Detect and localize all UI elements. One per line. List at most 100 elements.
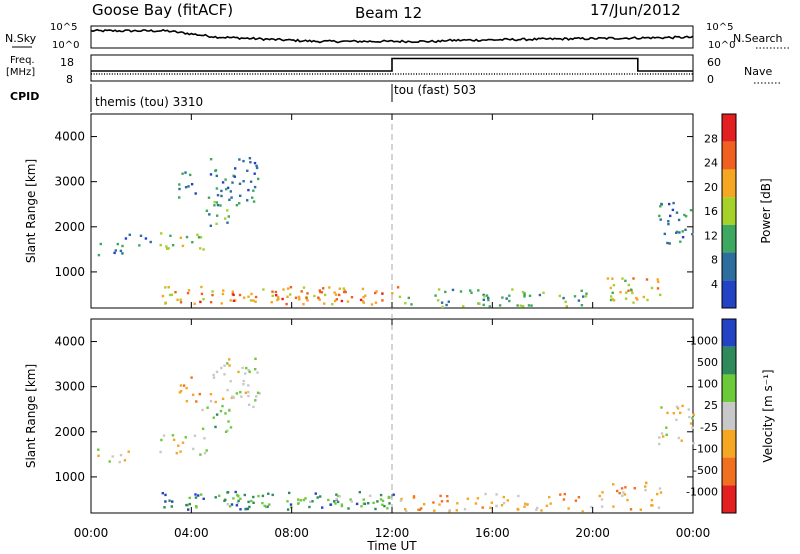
velocity-cell xyxy=(289,503,293,506)
velocity-cell xyxy=(175,451,178,455)
power-cell xyxy=(229,299,232,302)
velocity-cell xyxy=(506,499,509,502)
time-tick-label: 08:00 xyxy=(274,526,309,540)
power-cell xyxy=(624,279,627,282)
power-cell xyxy=(249,180,253,183)
power-cell xyxy=(338,293,341,297)
power-cell xyxy=(627,283,630,287)
velocity-cell xyxy=(119,453,123,457)
velocity-cell xyxy=(502,495,505,499)
velocity-cell xyxy=(502,501,506,505)
velocity-cell xyxy=(212,376,216,379)
velocity-cell xyxy=(311,500,314,503)
velocity-cell xyxy=(257,494,260,498)
power-cell xyxy=(116,242,119,246)
power-cell xyxy=(318,289,321,292)
power-cell xyxy=(164,286,167,289)
power-cell xyxy=(462,305,465,308)
velocity-cell xyxy=(319,495,322,498)
velocity-cell xyxy=(201,408,204,412)
power-cell xyxy=(298,298,301,301)
power-cell xyxy=(200,292,204,296)
velocity-cell xyxy=(198,392,201,396)
velocity-cell xyxy=(612,483,615,486)
power-cell xyxy=(334,293,338,296)
velocity-cell xyxy=(309,500,312,503)
velocity-cell xyxy=(334,502,337,505)
velocity-y-axis: 1000 2000 3000 4000 xyxy=(54,335,693,484)
velocity-cell xyxy=(235,504,239,507)
velocity-cell xyxy=(355,502,359,506)
velocity-cell xyxy=(164,493,167,497)
power-cell xyxy=(159,243,162,247)
power-cell xyxy=(610,295,613,298)
power-cell xyxy=(184,171,187,174)
power-ylabel: Slant Range [km] xyxy=(24,159,38,263)
power-cell xyxy=(227,215,230,218)
power-cell xyxy=(469,289,472,292)
power-cell xyxy=(362,295,365,299)
velocity-cell xyxy=(383,504,386,508)
velocity-cell xyxy=(244,391,247,394)
velocity-cell xyxy=(226,503,229,506)
power-colorbar-tick: 4 xyxy=(711,278,718,291)
velocity-cell xyxy=(598,494,601,498)
power-cell xyxy=(611,291,614,294)
velocity-cell xyxy=(286,500,289,503)
power-cell xyxy=(436,299,440,302)
power-cell xyxy=(564,300,567,303)
velocity-cell xyxy=(168,499,171,502)
power-cell xyxy=(689,209,693,212)
velocity-ytick-label: 4000 xyxy=(54,335,85,349)
velocity-cell xyxy=(234,490,237,494)
velocity-cell xyxy=(308,505,311,509)
cpid-segment-1: tou (fast) 503 xyxy=(394,83,476,97)
velocity-cell xyxy=(600,505,604,508)
velocity-cell xyxy=(162,434,166,437)
velocity-cell xyxy=(340,504,344,508)
power-cell xyxy=(630,289,633,293)
velocity-cell xyxy=(618,492,621,495)
velocity-cell xyxy=(650,499,654,502)
velocity-cell xyxy=(335,497,338,501)
power-cell xyxy=(624,297,628,300)
power-cell xyxy=(519,304,522,307)
velocity-cell xyxy=(179,384,183,387)
velocity-cell xyxy=(692,442,695,445)
velocity-colorbar-tick: 100 xyxy=(697,378,718,391)
velocity-cell xyxy=(329,503,333,506)
power-cell xyxy=(338,287,341,290)
power-cell xyxy=(300,290,303,293)
velocity-cell xyxy=(616,489,619,493)
velocity-cell xyxy=(237,499,240,503)
velocity-cell xyxy=(372,501,375,505)
velocity-cell xyxy=(463,508,467,511)
velocity-cell xyxy=(237,370,240,374)
power-cell xyxy=(684,228,687,231)
velocity-cell xyxy=(600,498,604,501)
power-cell xyxy=(391,292,394,295)
velocity-cell xyxy=(185,503,188,507)
velocity-cell xyxy=(254,368,257,371)
velocity-cell xyxy=(188,502,191,506)
velocity-cell xyxy=(236,501,239,504)
velocity-cell xyxy=(658,487,662,490)
power-cell xyxy=(585,292,588,295)
power-cell xyxy=(168,293,172,297)
velocity-cell xyxy=(417,508,420,511)
velocity-cell xyxy=(388,502,391,505)
power-cell xyxy=(121,244,124,248)
velocity-cell xyxy=(321,506,324,509)
velocity-cell xyxy=(268,503,271,506)
velocity-cell xyxy=(299,499,303,502)
power-cell xyxy=(381,299,384,302)
power-colorbar: 28 24 20 16 12 8 4 xyxy=(704,113,737,309)
velocity-cell xyxy=(297,502,300,505)
velocity-cell xyxy=(349,498,352,501)
power-ytick-label: 3000 xyxy=(54,175,85,189)
power-cell xyxy=(262,288,265,291)
power-cell xyxy=(252,200,256,203)
power-cell xyxy=(410,303,413,306)
velocity-cell xyxy=(676,407,680,410)
